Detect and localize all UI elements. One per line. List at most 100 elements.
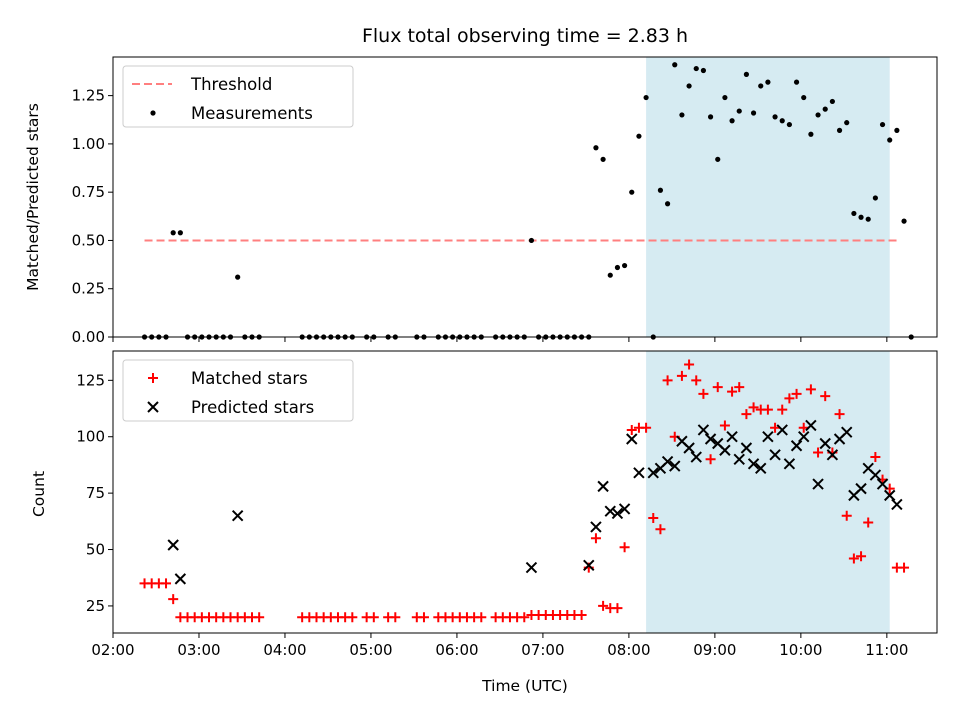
predicted-star-point <box>633 467 645 479</box>
y-tick-label: 50 <box>86 541 105 559</box>
bottom-panel: 25 50 75 100 125 02:00 03:00 04:00 05:00 06:00 07:… <box>76 350 938 659</box>
y-tick-label: 100 <box>76 428 105 446</box>
matched-star-point <box>576 609 587 620</box>
measurement-point <box>801 94 807 101</box>
matched-star-point <box>841 510 852 521</box>
predicted-star-point <box>733 453 745 465</box>
predicted-star-point <box>783 458 796 470</box>
predicted-star-point <box>819 437 831 450</box>
matched-star-point <box>168 594 179 605</box>
x-tick-label: 05:00 <box>349 641 392 659</box>
matched-star-point <box>648 512 659 523</box>
predicted-star-point <box>841 426 853 438</box>
measurement-point <box>715 156 721 162</box>
predicted-star-point <box>590 521 602 533</box>
predicted-star-point <box>719 444 731 456</box>
predicted-star-point <box>747 458 760 470</box>
measurement-point <box>657 187 664 193</box>
measurement-point <box>808 131 814 137</box>
matched-star-point <box>734 382 745 393</box>
y-tick-label: 25 <box>86 597 105 615</box>
predicted-star-point <box>776 424 788 436</box>
shaded-region <box>646 57 890 337</box>
x-axis-title: Time (UTC) <box>481 677 568 695</box>
predicted-star-point <box>762 431 774 443</box>
legend-label: Matched stars <box>191 369 308 388</box>
matched-star-point <box>476 612 487 623</box>
predicted-star-point <box>869 469 882 481</box>
matched-star-point <box>619 542 630 553</box>
matched-star-point <box>655 524 666 535</box>
measurement-point <box>643 94 649 101</box>
measurement-point <box>736 108 742 114</box>
measurement-point <box>858 214 864 220</box>
legend-predicted-swatch <box>147 401 159 413</box>
y-tick-label: 1.00 <box>72 135 105 153</box>
shaded-region <box>646 351 890 633</box>
measurement-point <box>851 210 857 217</box>
measurement-point <box>707 114 714 120</box>
y-tick-label: 0.25 <box>72 280 105 298</box>
predicted-star-point <box>704 433 717 445</box>
matched-star-point <box>626 424 637 435</box>
measurement-point <box>829 98 835 105</box>
matched-star-point <box>590 533 601 544</box>
measurement-point <box>621 262 628 269</box>
measurement-point <box>235 274 241 280</box>
predicted-star-point <box>726 431 738 443</box>
predicted-star-point <box>812 478 824 490</box>
measurement-point <box>765 79 771 85</box>
measurement-point <box>750 110 757 116</box>
matched-star-point <box>641 422 652 433</box>
x-tick-label: 08:00 <box>607 641 650 659</box>
y-tick-label: 75 <box>86 484 105 502</box>
measurement-point <box>614 264 621 271</box>
legend-matched-swatch <box>148 373 158 383</box>
predicted-star-point <box>690 451 702 463</box>
predicted-star-point <box>740 442 753 454</box>
measurement-point <box>700 67 707 74</box>
predicted-star-point <box>669 460 681 472</box>
legend-label: Predicted stars <box>191 398 314 417</box>
legend-measurement-swatch <box>150 110 156 116</box>
matched-star-point <box>662 375 673 386</box>
measurement-point <box>693 65 699 72</box>
x-tick-label: 11:00 <box>865 641 908 659</box>
legend-label: Threshold <box>190 75 272 94</box>
axes-frame <box>112 56 938 338</box>
y-tick-label: 0.75 <box>72 183 105 201</box>
matched-star-point <box>856 551 867 562</box>
predicted-star-point <box>826 449 839 461</box>
legend-label: Measurements <box>191 104 313 123</box>
predicted-star-point <box>583 559 595 572</box>
x-tick-label: 10:00 <box>779 641 822 659</box>
predicted-star-point <box>697 424 710 436</box>
matched-star-point <box>834 409 845 420</box>
predicted-star-point <box>876 478 889 490</box>
measurement-point <box>793 79 800 85</box>
matched-star-point <box>390 612 401 623</box>
predicted-star-point <box>604 505 616 517</box>
measurement-point <box>836 127 843 133</box>
x-tick-label: 02:00 <box>91 641 134 659</box>
measurement-point <box>887 137 893 143</box>
matched-star-point <box>712 382 723 393</box>
matched-star-point <box>347 612 358 623</box>
matched-star-point <box>741 409 752 420</box>
predicted-star-point <box>855 482 867 495</box>
y-tick-label: 0.00 <box>72 328 105 346</box>
matched-star-point <box>254 612 265 623</box>
predicted-star-point <box>611 507 624 520</box>
matched-star-point <box>798 422 809 433</box>
measurement-point <box>600 156 606 162</box>
matched-star-point <box>161 578 172 589</box>
matched-star-point <box>748 402 759 413</box>
matched-star-point <box>770 422 781 433</box>
x-tick-label: 03:00 <box>177 641 220 659</box>
legend: Matched stars Predicted stars <box>122 359 354 422</box>
matched-star-point <box>820 391 831 402</box>
top-y-axis-title: Matched/Predicted stars <box>24 103 42 291</box>
matched-star-point <box>762 404 773 415</box>
matched-star-point <box>791 388 802 399</box>
